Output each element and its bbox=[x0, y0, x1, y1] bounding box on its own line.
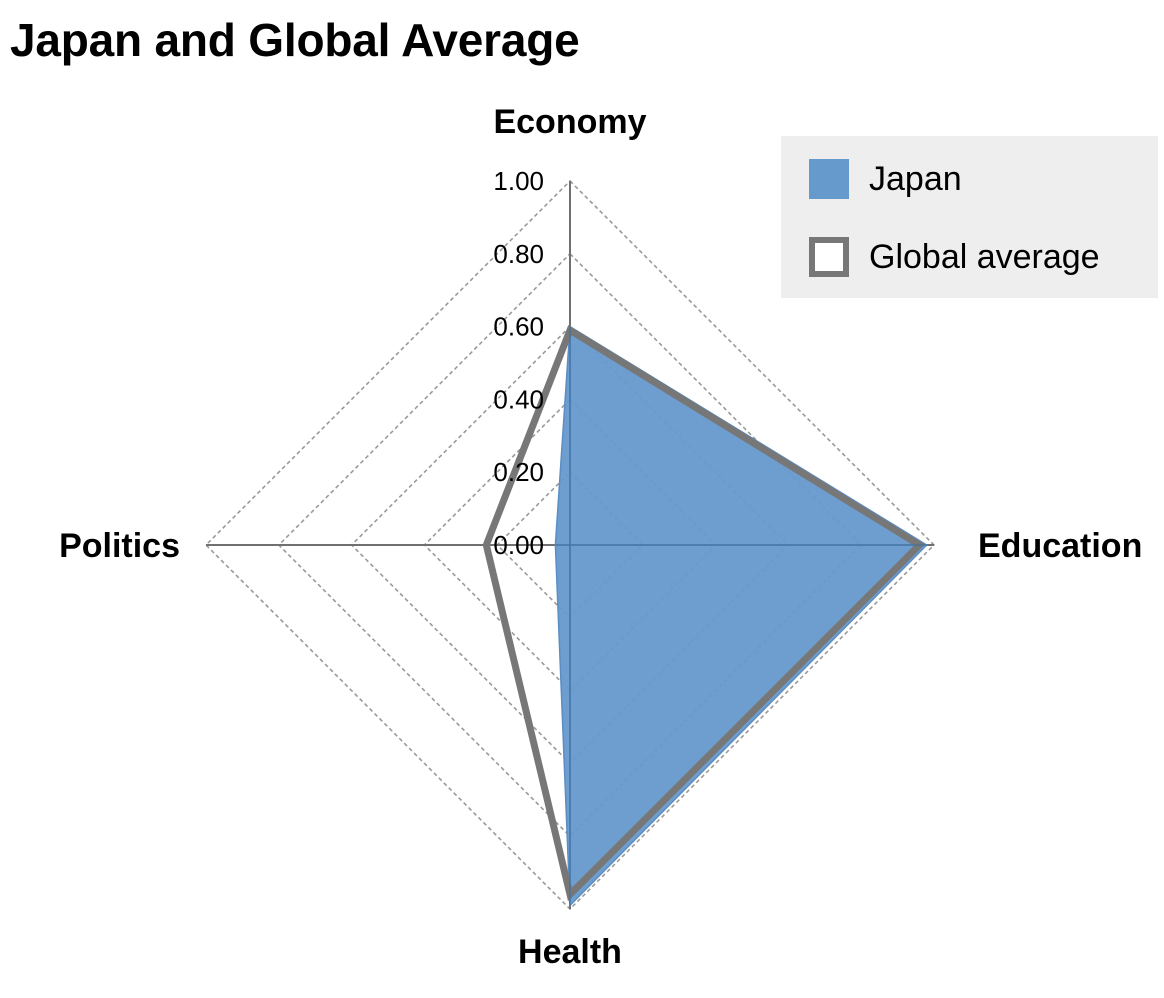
axis-labels: Economy Education Health Politics bbox=[59, 103, 1142, 971]
legend-swatch-japan bbox=[809, 159, 849, 199]
tick-label-0-80: 0.80 bbox=[493, 239, 544, 269]
axis-label-economy: Economy bbox=[493, 103, 646, 141]
legend-item-global-average[interactable]: Global average bbox=[809, 235, 1100, 279]
axis-label-health: Health bbox=[518, 933, 622, 971]
radial-tick-labels: 0.00 0.20 0.40 0.60 0.80 1.00 bbox=[493, 166, 544, 560]
legend-label-japan: Japan bbox=[869, 159, 962, 198]
legend-label-global-average: Global average bbox=[869, 237, 1100, 276]
chart-title: Japan and Global Average bbox=[10, 14, 580, 66]
tick-label-0-40: 0.40 bbox=[493, 384, 544, 414]
legend: Japan Global average bbox=[781, 136, 1158, 298]
tick-label-0-60: 0.60 bbox=[493, 312, 544, 342]
radar-series bbox=[482, 325, 928, 908]
tick-label-0-20: 0.20 bbox=[493, 457, 544, 487]
legend-item-japan[interactable]: Japan bbox=[809, 157, 962, 201]
tick-label-0-00: 0.00 bbox=[493, 530, 544, 560]
grid-ring-0-40 bbox=[423, 398, 717, 692]
axis-label-politics: Politics bbox=[59, 527, 180, 565]
axis-label-education: Education bbox=[978, 527, 1142, 565]
series-japan[interactable] bbox=[554, 325, 928, 908]
tick-label-1-00: 1.00 bbox=[493, 166, 544, 196]
legend-swatch-global-average bbox=[809, 237, 849, 277]
